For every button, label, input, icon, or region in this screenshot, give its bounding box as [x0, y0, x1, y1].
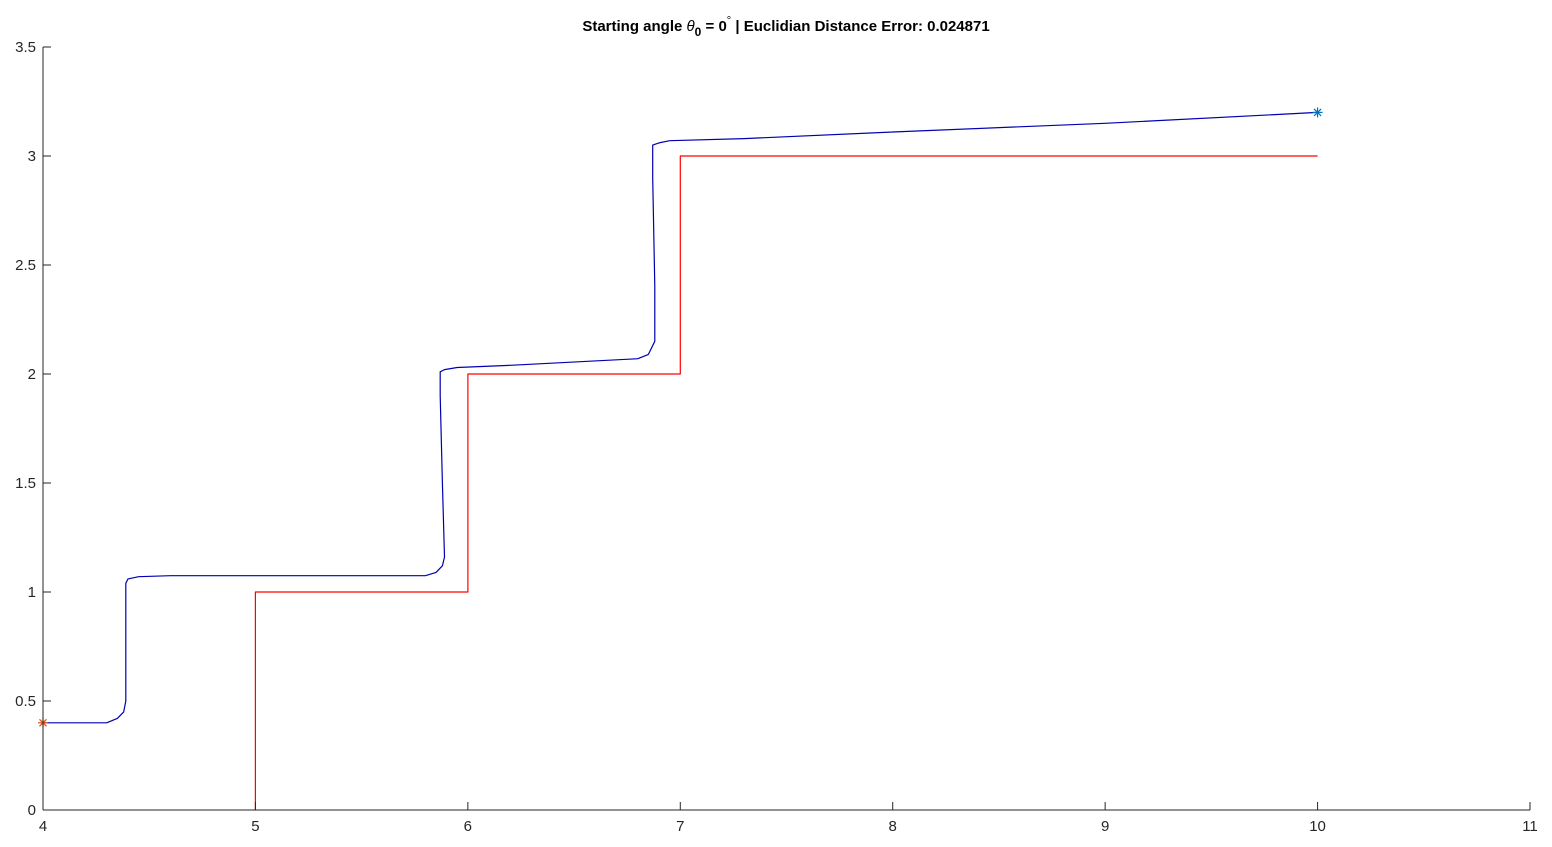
x-tick-label: 5 — [251, 818, 259, 835]
series-layer — [43, 111, 1318, 810]
x-tick-label: 4 — [39, 818, 47, 835]
y-tick-label: 3 — [28, 148, 36, 165]
y-tick-label: 1 — [28, 584, 36, 601]
y-tick-label: 0.5 — [15, 693, 36, 710]
y-tick-label: 2.5 — [15, 257, 36, 274]
y-tick-label: 2 — [28, 366, 36, 383]
title-suffix: | Euclidian Distance Error: 0.024871 — [731, 18, 989, 35]
plot-area — [38, 107, 1323, 810]
chart-title: Starting angle θ0 = 0° | Euclidian Dista… — [582, 15, 989, 39]
axes: 4 5 6 7 8 9 10 11 0 0.5 1 1.5 2 2.5 3 3.5 — [15, 39, 1538, 835]
y-tick-label: 0 — [28, 802, 36, 819]
title-theta: θ — [687, 18, 695, 35]
y-axis-ticks: 0 0.5 1 1.5 2 2.5 3 3.5 — [15, 39, 51, 819]
y-tick-label: 1.5 — [15, 475, 36, 492]
y-tick-label: 3.5 — [15, 39, 36, 56]
x-tick-label: 9 — [1101, 818, 1109, 835]
title-mid: = 0 — [701, 18, 726, 35]
x-axis-ticks: 4 5 6 7 8 9 10 11 — [39, 802, 1538, 835]
series-line-0 — [254, 155, 1318, 810]
title-degree: ° — [727, 15, 731, 27]
x-tick-label: 8 — [889, 818, 897, 835]
x-tick-label: 6 — [464, 818, 472, 835]
star-marker-1 — [1312, 107, 1323, 118]
title-theta-subscript: 0 — [695, 25, 702, 39]
x-tick-label: 10 — [1309, 818, 1326, 835]
x-tick-label: 11 — [1522, 818, 1538, 835]
title-prefix: Starting angle — [582, 18, 686, 35]
series-line-1 — [43, 111, 1318, 724]
x-tick-label: 7 — [676, 818, 684, 835]
